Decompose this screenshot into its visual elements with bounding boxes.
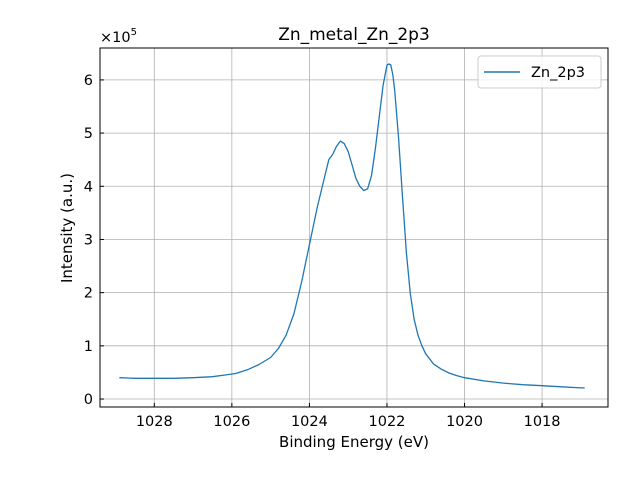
y-offset-text: ×105 [100,27,137,46]
y-tick-label: 6 [84,73,93,89]
x-axis-ticks: 1028 1026 1024 1022 1020 1018 [136,403,561,430]
y-axis-ticks: 0 1 2 3 4 5 6 [84,73,104,408]
series-layer [119,63,585,389]
series-line-0 [119,63,585,389]
x-tick-label: 1018 [524,414,561,430]
plot-frame [99,47,609,408]
y-tick-label: 3 [84,232,93,248]
y-offset-base: ×10 [100,30,131,46]
x-tick-label: 1024 [291,414,328,430]
x-axis-label: Binding Energy (eV) [279,433,429,451]
y-tick-label: 4 [84,179,93,195]
y-tick-label: 0 [84,392,93,408]
x-tick-label: 1028 [136,414,173,430]
legend-label: Zn_2p3 [531,65,585,81]
x-tick-label: 1020 [446,414,483,430]
grid [100,48,608,407]
chart-title: Zn_metal_Zn_2p3 [278,25,430,45]
y-tick-label: 2 [84,286,93,302]
y-tick-label: 1 [84,339,93,355]
y-offset-exponent: 5 [131,27,137,38]
y-axis-label: Intensity (a.u.) [58,173,76,283]
x-tick-label: 1026 [213,414,250,430]
x-tick-label: 1022 [369,414,406,430]
legend-box [477,55,602,89]
y-tick-label: 5 [84,126,93,142]
legend: Zn_2p3 [477,55,602,89]
